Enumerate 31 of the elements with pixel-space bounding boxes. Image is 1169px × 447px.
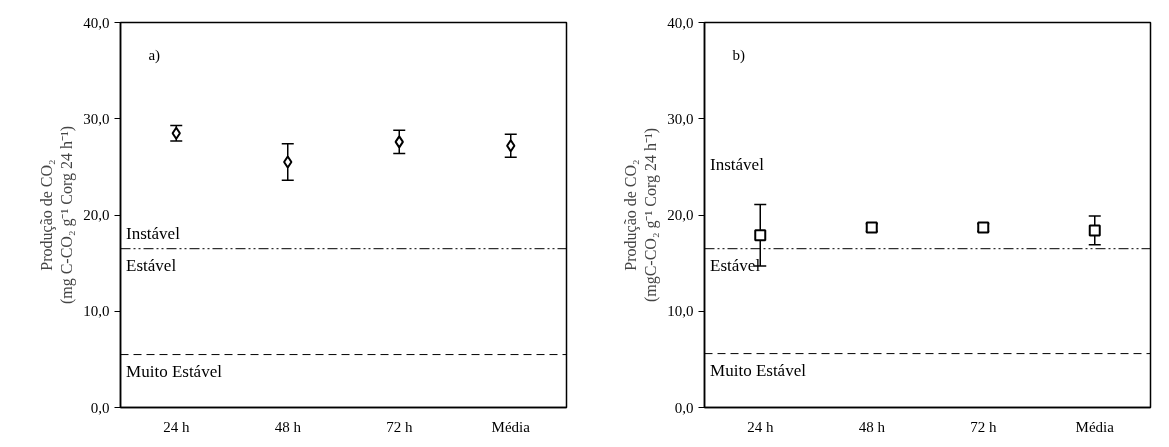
x-tick-label: Média — [491, 418, 531, 435]
point — [506, 139, 516, 153]
x-tick-label: 24 h — [747, 418, 774, 435]
x-tick-label: 24 h — [163, 418, 190, 435]
point — [283, 155, 293, 169]
y-tick-label: 0,0 — [90, 399, 110, 416]
annotation: Instável — [126, 223, 181, 243]
x-tick-label: Média — [1075, 418, 1115, 435]
annotation: Estável — [710, 255, 761, 275]
point — [394, 135, 404, 149]
y-tick-label: 30,0 — [83, 110, 110, 127]
annotation: Muito Estável — [710, 360, 807, 380]
x-tick-label: 48 h — [274, 418, 302, 435]
y-axis-title: Produção de CO₂ (mgC-CO₂ g⁻¹ Corg 24 h⁻¹) — [621, 127, 661, 303]
text: b) — [732, 46, 745, 64]
y-tick-label: 0,0 — [674, 399, 694, 416]
text: a) — [148, 46, 161, 64]
annotation: Instável — [710, 155, 765, 175]
x-tick-label: 72 h — [386, 418, 413, 435]
y-tick-label: 40,0 — [83, 14, 110, 31]
y-tick-label: 30,0 — [667, 110, 694, 127]
y-tick-label: 20,0 — [83, 207, 110, 223]
x-tick-label: 72 h — [970, 418, 997, 435]
x-tick-label: 48 h — [858, 418, 886, 435]
y-tick-label: 40,0 — [667, 14, 694, 31]
y-tick-label: 10,0 — [667, 303, 694, 320]
y-tick-label: 20,0 — [667, 207, 694, 223]
y-tick-label: 10,0 — [83, 303, 110, 320]
annotation: Muito Estável — [126, 361, 223, 381]
annotation: Estável — [126, 255, 177, 275]
y-axis-title: Produção de CO₂ (mg C-CO₂ g⁻¹ Corg 24 h⁻¹) — [37, 125, 77, 305]
